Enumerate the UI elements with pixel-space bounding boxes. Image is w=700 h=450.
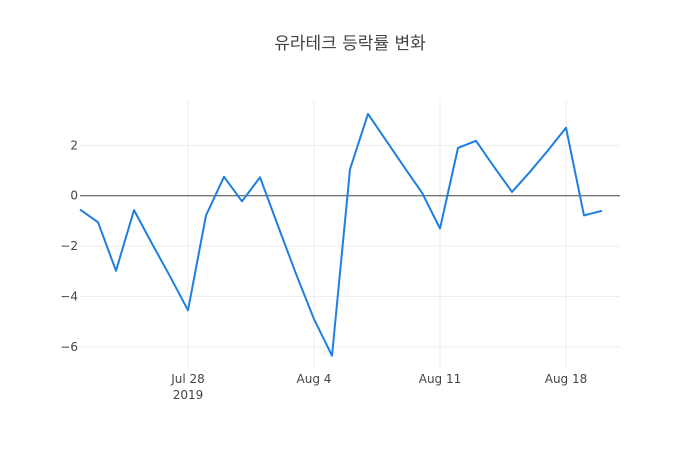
y-tick-labels: 2 0 −2 −4 −6 bbox=[60, 138, 78, 354]
y-gridlines bbox=[80, 144, 620, 348]
y-tick-label: −6 bbox=[60, 340, 78, 354]
series-layer bbox=[79, 112, 603, 357]
x-gridlines bbox=[187, 100, 567, 367]
y-tick-label: 2 bbox=[70, 138, 78, 152]
y-tick-label: −4 bbox=[60, 289, 78, 303]
x-tick-labels: Jul 28 2019 Aug 4 Aug 11 Aug 18 bbox=[170, 372, 587, 402]
x-tick-sublabel: 2019 bbox=[173, 388, 204, 402]
x-tick-label: Jul 28 bbox=[170, 372, 205, 386]
x-tick-label: Aug 18 bbox=[545, 372, 588, 386]
y-tick-label: 0 bbox=[70, 189, 78, 203]
y-tick-label: −2 bbox=[60, 239, 78, 253]
x-tick-label: Aug 11 bbox=[419, 372, 462, 386]
chart-title: 유라테크 등락률 변화 bbox=[274, 34, 426, 54]
series-line bbox=[79, 112, 603, 357]
x-tick-label: Aug 4 bbox=[297, 372, 332, 386]
